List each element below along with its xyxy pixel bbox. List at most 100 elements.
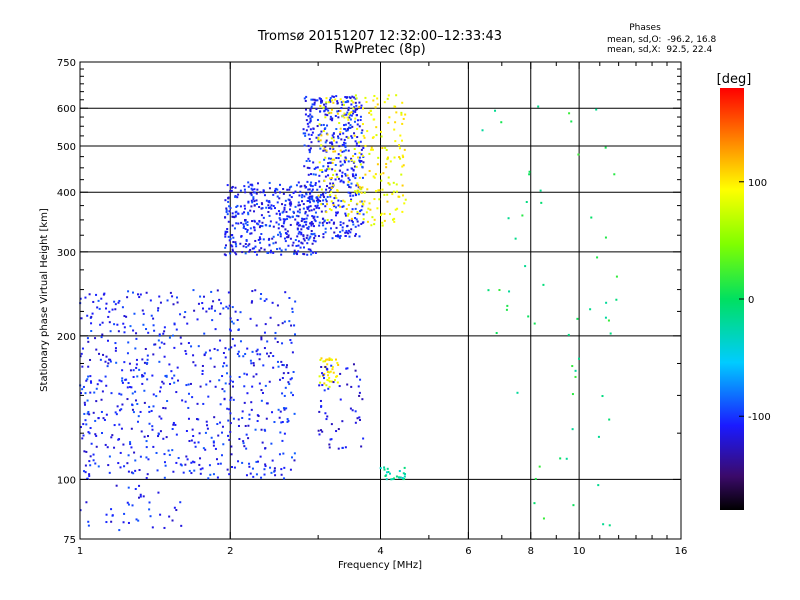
data-point: [381, 221, 384, 224]
data-point: [190, 439, 193, 442]
data-point: [142, 495, 145, 498]
data-point: [347, 106, 350, 109]
data-point: [173, 374, 176, 377]
data-point: [577, 153, 580, 156]
data-point: [209, 380, 212, 383]
data-point: [307, 115, 310, 118]
data-point: [332, 101, 335, 104]
data-point: [403, 202, 406, 205]
data-point: [269, 466, 272, 469]
data-point: [336, 375, 339, 378]
data-point: [234, 186, 237, 189]
data-point: [326, 358, 329, 361]
data-point: [84, 419, 87, 422]
data-point: [276, 341, 279, 344]
data-point: [107, 315, 110, 318]
data-point: [199, 385, 202, 388]
data-point: [300, 196, 303, 199]
data-point: [126, 501, 129, 504]
data-point: [373, 94, 376, 97]
data-point: [358, 145, 361, 148]
data-point: [226, 372, 229, 375]
data-point: [355, 375, 358, 378]
data-point: [281, 377, 284, 380]
data-point: [241, 461, 244, 464]
data-point: [298, 204, 301, 207]
data-point: [283, 466, 286, 469]
data-point: [355, 191, 358, 194]
data-point: [249, 472, 252, 475]
data-point: [263, 468, 266, 471]
data-point: [534, 477, 537, 480]
data-point: [231, 212, 234, 215]
data-point: [187, 406, 190, 409]
data-point: [246, 221, 249, 224]
data-point: [317, 198, 320, 201]
data-point: [270, 204, 273, 207]
data-point: [304, 108, 307, 111]
data-point: [341, 171, 344, 174]
data-point: [307, 157, 310, 160]
data-point: [308, 148, 311, 151]
data-point: [357, 224, 360, 227]
data-point: [314, 220, 317, 223]
data-point: [349, 407, 352, 410]
data-point: [294, 218, 297, 221]
data-point: [260, 336, 263, 339]
data-point: [395, 190, 398, 193]
data-point: [293, 249, 296, 252]
data-point: [206, 427, 209, 430]
data-point: [352, 155, 355, 158]
data-point: [314, 251, 317, 254]
data-point: [537, 105, 540, 108]
data-point: [386, 193, 389, 196]
data-point: [258, 226, 261, 229]
data-point: [299, 246, 302, 249]
data-point: [367, 207, 370, 210]
data-point: [236, 196, 239, 199]
data-point: [318, 123, 321, 126]
data-point: [350, 114, 353, 117]
data-point: [255, 192, 258, 195]
data-point: [380, 179, 383, 182]
data-point: [290, 377, 293, 380]
data-point: [325, 222, 328, 225]
data-point: [354, 97, 357, 100]
data-point: [297, 224, 300, 227]
data-point: [310, 250, 313, 253]
data-point: [217, 434, 220, 437]
data-point: [96, 383, 99, 386]
data-point: [278, 231, 281, 234]
data-point: [126, 398, 129, 401]
data-point: [337, 116, 340, 119]
data-point: [118, 392, 121, 395]
data-point: [163, 461, 166, 464]
data-point: [324, 113, 327, 116]
data-point: [308, 151, 311, 154]
data-point: [381, 147, 384, 150]
data-point: [278, 416, 281, 419]
data-point: [105, 355, 108, 358]
data-point: [101, 390, 104, 393]
data-point: [162, 437, 165, 440]
data-point: [226, 228, 229, 231]
data-point: [219, 339, 222, 342]
data-point: [228, 473, 231, 476]
data-point: [157, 309, 160, 312]
data-point: [199, 457, 202, 460]
data-point: [225, 210, 228, 213]
data-point: [328, 376, 331, 379]
data-point: [344, 446, 347, 449]
data-point: [322, 165, 325, 168]
colorbar-tick-label: 100: [748, 178, 767, 189]
data-point: [276, 195, 279, 198]
data-point: [295, 244, 298, 247]
data-point: [337, 109, 340, 112]
data-point: [295, 184, 298, 187]
data-point: [121, 403, 124, 406]
data-point: [329, 182, 332, 185]
data-point: [319, 100, 322, 103]
data-point: [330, 161, 333, 164]
data-point: [205, 310, 208, 313]
data-point: [287, 244, 290, 247]
